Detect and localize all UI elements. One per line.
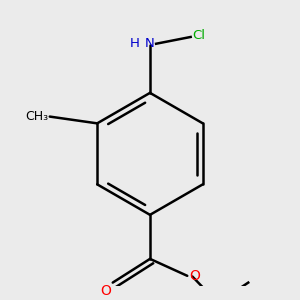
Text: Cl: Cl	[192, 29, 206, 42]
Text: O: O	[100, 284, 111, 298]
Text: H: H	[130, 37, 140, 50]
Text: CH₃: CH₃	[25, 110, 48, 123]
Text: O: O	[189, 269, 200, 283]
Text: N: N	[145, 37, 155, 50]
